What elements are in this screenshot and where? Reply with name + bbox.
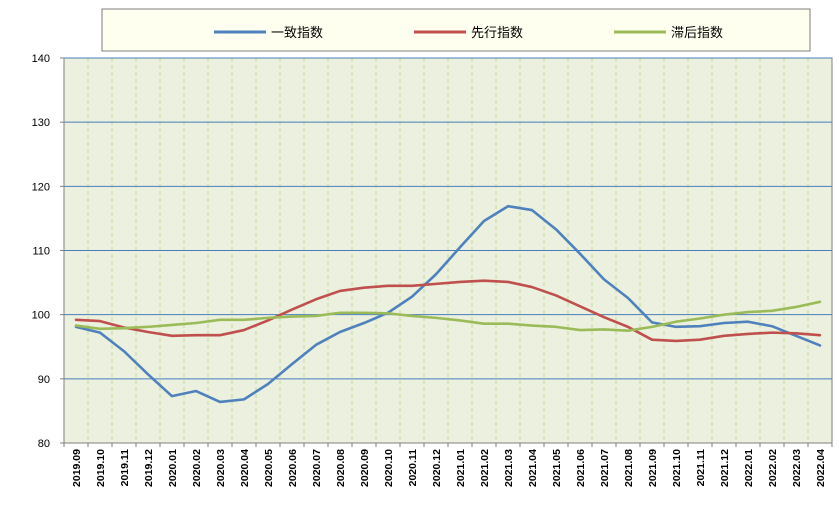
y-tick-label: 100: [32, 310, 50, 322]
x-tick-label: 2021.04: [527, 449, 539, 487]
y-axis: 80 90 100 110 120 130 140: [32, 53, 65, 450]
x-tick-label: 2019.09: [71, 449, 83, 487]
grid: [64, 57, 832, 443]
y-tick-label: 110: [32, 246, 50, 258]
x-tick-label: 2020.07: [311, 449, 323, 487]
legend-label-2: 滞后指数: [671, 25, 723, 40]
x-tick-label: 2020.03: [215, 449, 227, 487]
x-tick-label: 2020.01: [167, 449, 179, 487]
y-tick-label: 120: [32, 181, 50, 193]
x-tick-label: 2021.02: [479, 449, 491, 487]
x-tick-label: 2020.04: [239, 449, 251, 487]
y-tick-label: 140: [32, 53, 50, 65]
series-line-0: [74, 204, 822, 404]
x-tick-label: 2020.12: [431, 449, 443, 487]
x-tick-label: 2019.12: [143, 449, 155, 487]
legend-item-2: 滞后指数: [614, 25, 723, 40]
x-tick-label: 2020.02: [191, 449, 203, 487]
legend: 一致指数 先行指数 滞后指数: [101, 8, 811, 52]
x-tick-label: 2022.01: [743, 449, 755, 487]
x-tick-label: 2022.02: [767, 449, 779, 487]
x-tick-label: 2022.04: [815, 449, 827, 487]
x-tick-label: 2021.12: [719, 449, 731, 487]
series: [74, 204, 822, 404]
x-tick-label: 2022.03: [791, 449, 803, 487]
x-tick-label: 2020.10: [383, 449, 395, 487]
x-tick-label: 2019.11: [119, 449, 131, 487]
x-tick-label: 2021.01: [455, 449, 467, 487]
y-tick-label: 90: [38, 374, 50, 386]
x-tick-label: 2021.07: [599, 449, 611, 487]
x-tick-label: 2021.09: [647, 449, 659, 487]
x-tick-label: 2021.06: [575, 449, 587, 487]
x-tick-label: 2021.05: [551, 449, 563, 487]
x-tick-label: 2020.06: [287, 449, 299, 487]
x-tick-label: 2021.10: [671, 449, 683, 487]
legend-label-0: 一致指数: [271, 25, 323, 40]
x-tick-label: 2020.09: [359, 449, 371, 487]
series-line-1: [74, 279, 822, 343]
legend-label-1: 先行指数: [471, 25, 523, 40]
legend-item-0: 一致指数: [214, 25, 323, 40]
x-tick-label: 2021.08: [623, 449, 635, 487]
x-tick-label: 2019.10: [95, 449, 107, 487]
y-tick-label: 130: [32, 117, 50, 129]
x-tick-label: 2020.05: [263, 449, 275, 487]
x-tick-label: 2021.11: [695, 449, 707, 487]
x-tick-label: 2020.11: [407, 449, 419, 487]
x-tick-label: 2021.03: [503, 449, 515, 487]
series-line-2: [74, 300, 822, 333]
legend-item-1: 先行指数: [414, 25, 523, 40]
legend-box: [101, 8, 811, 52]
x-axis: 2019.09 2019.10 2019.11 2019.12 2020.01 2020.…: [63, 442, 833, 487]
x-tick-label: 2020.08: [335, 449, 347, 487]
y-tick-label: 80: [38, 438, 50, 450]
